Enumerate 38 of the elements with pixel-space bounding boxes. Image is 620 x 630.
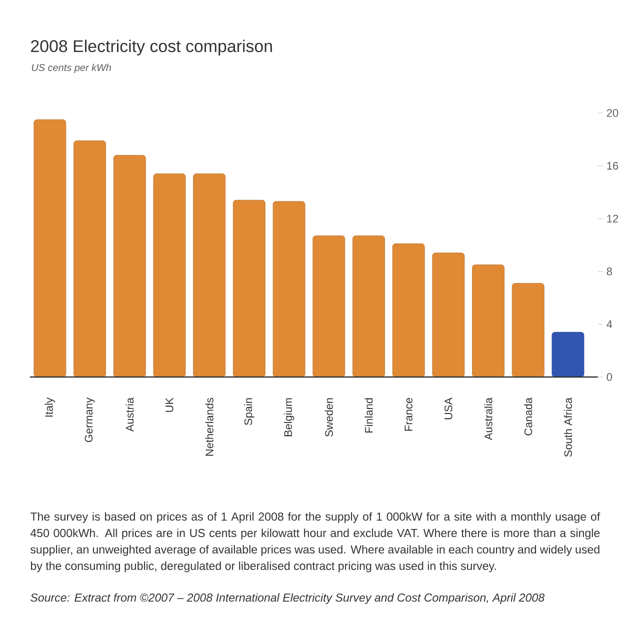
x-tick-label: Netherlands (205, 398, 214, 456)
text: The survey is based on prices as of 1 April 2008 for the supply of 1 000kW for a site with a monthly usage of 450 000kWh. All prices are in US cents per kilowatt hour and exclude VAT. Where there is more than a single supplier, an unweighted average of available prices was used. Where available in each country and widely used by the consuming public, deregulated or liberalised contract pricing was used in this survey. (30, 512, 600, 572)
y-tick-label: 12 (607, 214, 618, 222)
y-tick-label: 20 (606, 109, 618, 117)
chart-subtitle: US cents per kWh (32, 64, 112, 74)
y-tick-label: 8 (606, 268, 612, 276)
bar (34, 119, 66, 378)
y-tick-label: 4 (606, 320, 612, 328)
bar (232, 200, 266, 378)
x-tick-label: Spain (244, 398, 254, 426)
bar (153, 174, 186, 378)
x-tick-label: Austria (126, 398, 134, 432)
source-note: Source: Extract from ©2007 – 2008 International Electricity Survey and Cost Comparison, April 2008 (30, 593, 545, 604)
y-tick-label: 16 (607, 162, 618, 170)
bar (432, 252, 465, 378)
x-tick-label: UK (166, 398, 174, 412)
bar (512, 283, 544, 378)
x-tick-label: Belgium (284, 398, 294, 436)
bar (312, 236, 346, 378)
bar (472, 264, 504, 378)
bar (193, 174, 226, 378)
bar (113, 155, 146, 378)
bar (272, 201, 306, 378)
bar (352, 236, 385, 378)
x-tick-label: USA (444, 398, 452, 420)
x-tick-label: Sweden (324, 398, 333, 437)
bar (392, 243, 425, 378)
x-tick-label: Germany (84, 398, 95, 442)
x-tick-label: Australia (484, 398, 492, 440)
bar (552, 332, 584, 378)
x-tick-label: Finland (364, 398, 373, 433)
bar (74, 140, 106, 378)
x-tick-label: South Africa (564, 398, 572, 457)
y-tick-label: 0 (606, 373, 612, 381)
chart-title: 2008 Electricity cost comparison (31, 40, 272, 56)
x-tick-label: Italy (44, 398, 56, 417)
x-tick-label: France (404, 398, 412, 431)
x-tick-label: Canada (524, 398, 532, 436)
